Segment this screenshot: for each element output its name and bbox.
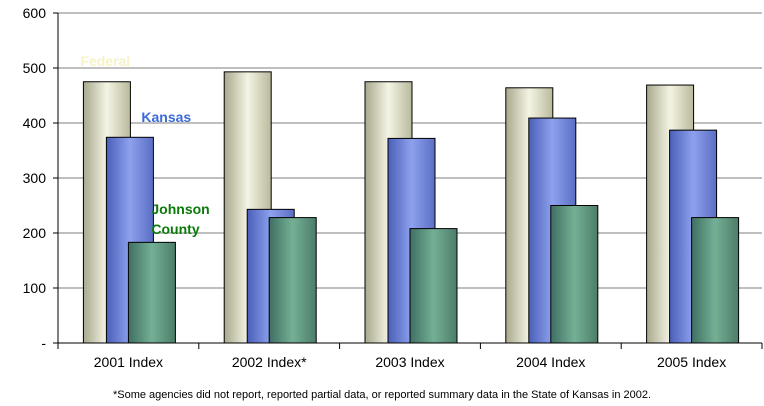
y-tick-label: 600 [23,5,47,21]
bar-johnson-county-5 [691,217,740,344]
series-label-kansas: Kansas [141,109,191,125]
series-label-johnson-county: Johnson County [151,201,209,237]
y-tick-label: - [41,335,46,351]
x-category-label: 2004 Index [516,354,585,370]
y-tick-label: 100 [23,280,47,296]
y-tick-label: 400 [23,115,47,131]
chart-footnote: *Some agencies did not report, reported … [113,389,651,401]
y-tick-label: 200 [23,225,47,241]
bar-johnson-county-4 [550,205,599,344]
bar-johnson-county-2 [268,217,317,344]
series-label-federal: Federal [80,53,130,69]
x-category-label: 2001 Index [94,354,163,370]
x-category-label: 2002 Index* [232,354,307,370]
bar-johnson-county-1 [127,241,176,344]
y-tick-label: 500 [23,60,47,76]
bar-johnson-county-3 [409,228,458,344]
y-tick-label: 300 [23,170,47,186]
x-category-label: 2003 Index [375,354,444,370]
x-category-label: 2005 Index [657,354,726,370]
